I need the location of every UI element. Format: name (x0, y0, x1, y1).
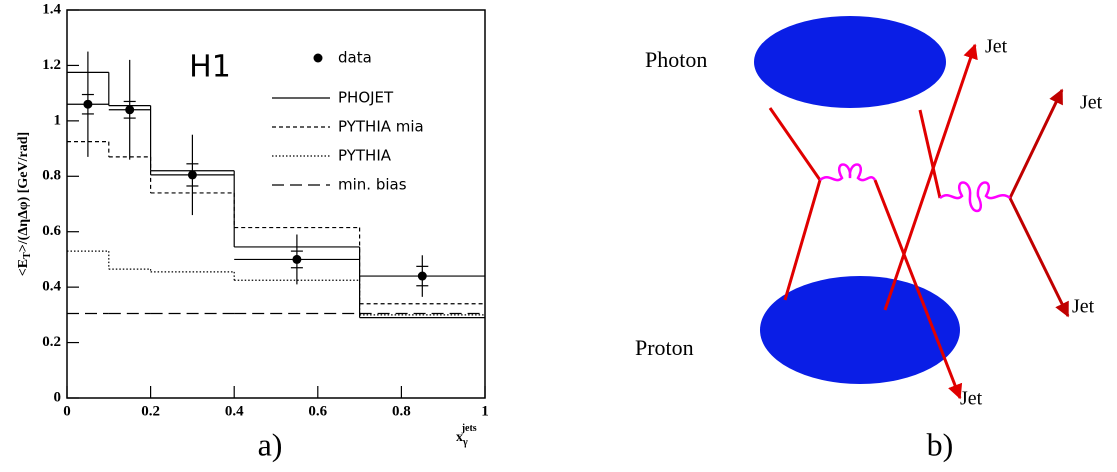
gluon (819, 163, 877, 182)
panel-caption: b) (927, 426, 954, 462)
x-axis-label: xγ jets (456, 423, 477, 448)
y-tick-label: 0 (54, 389, 62, 405)
legend-label: PHOJET (338, 89, 394, 107)
jet-arrow (883, 43, 978, 311)
y-tick-label: 1.4 (42, 1, 61, 17)
y-label-part: T (22, 252, 33, 259)
data-point (417, 271, 427, 281)
data-point (292, 254, 302, 264)
y-tick-label: 0.2 (42, 334, 61, 350)
parton-line (918, 109, 942, 199)
legend-label: data (338, 49, 372, 67)
plot-frame (66, 9, 486, 399)
jet-arrow (873, 179, 963, 400)
photon-label: Photon (645, 47, 707, 72)
x-tick-label: 1 (481, 403, 489, 419)
photon-blob (754, 16, 946, 108)
x-label-part: x (456, 430, 463, 445)
y-tick-label: 0.6 (42, 223, 61, 239)
proton-label: Proton (635, 335, 694, 360)
x-tick-label: 0.8 (392, 403, 411, 419)
x-label-part: jets (461, 423, 477, 434)
jet-label: Jet (1080, 92, 1103, 114)
y-axis-label: <ET>/(ΔηΔφ) [GeV/rad] (16, 132, 33, 276)
x-tick-label: 0 (63, 403, 71, 419)
y-label-part: >/(ΔηΔφ) [GeV/rad] (16, 132, 31, 252)
legend-label: PYTHIA mia (338, 118, 424, 136)
jet-label: Jet (985, 36, 1008, 58)
jet-label: Jet (960, 388, 983, 410)
data-point (125, 105, 135, 115)
y-tick-label: 0.4 (42, 279, 61, 295)
panel-caption: a) (258, 426, 283, 462)
experiment-label: H1 (189, 50, 231, 85)
x-tick-label: 0.6 (308, 403, 327, 419)
proton-blob (760, 276, 960, 384)
y-label-part: <E (16, 259, 31, 276)
x-tick-label: 0.4 (225, 403, 244, 419)
parton-line (768, 107, 822, 301)
jet-arrow (1008, 88, 1064, 199)
gluon (939, 181, 1011, 213)
y-tick-label: 1.2 (42, 57, 61, 73)
x-label-part: γ (462, 437, 468, 448)
x-tick-label: 0.2 (141, 403, 160, 419)
jet-label: Jet (1072, 296, 1095, 318)
data-point (187, 170, 197, 180)
legend-marker (313, 53, 323, 63)
y-tick-label: 1 (54, 112, 62, 128)
data-point (83, 99, 93, 109)
y-tick-label: 0.8 (42, 168, 61, 184)
legend-label: PYTHIA (338, 147, 392, 165)
jet-arrow (1008, 197, 1070, 318)
legend-label: min. bias (338, 176, 407, 194)
